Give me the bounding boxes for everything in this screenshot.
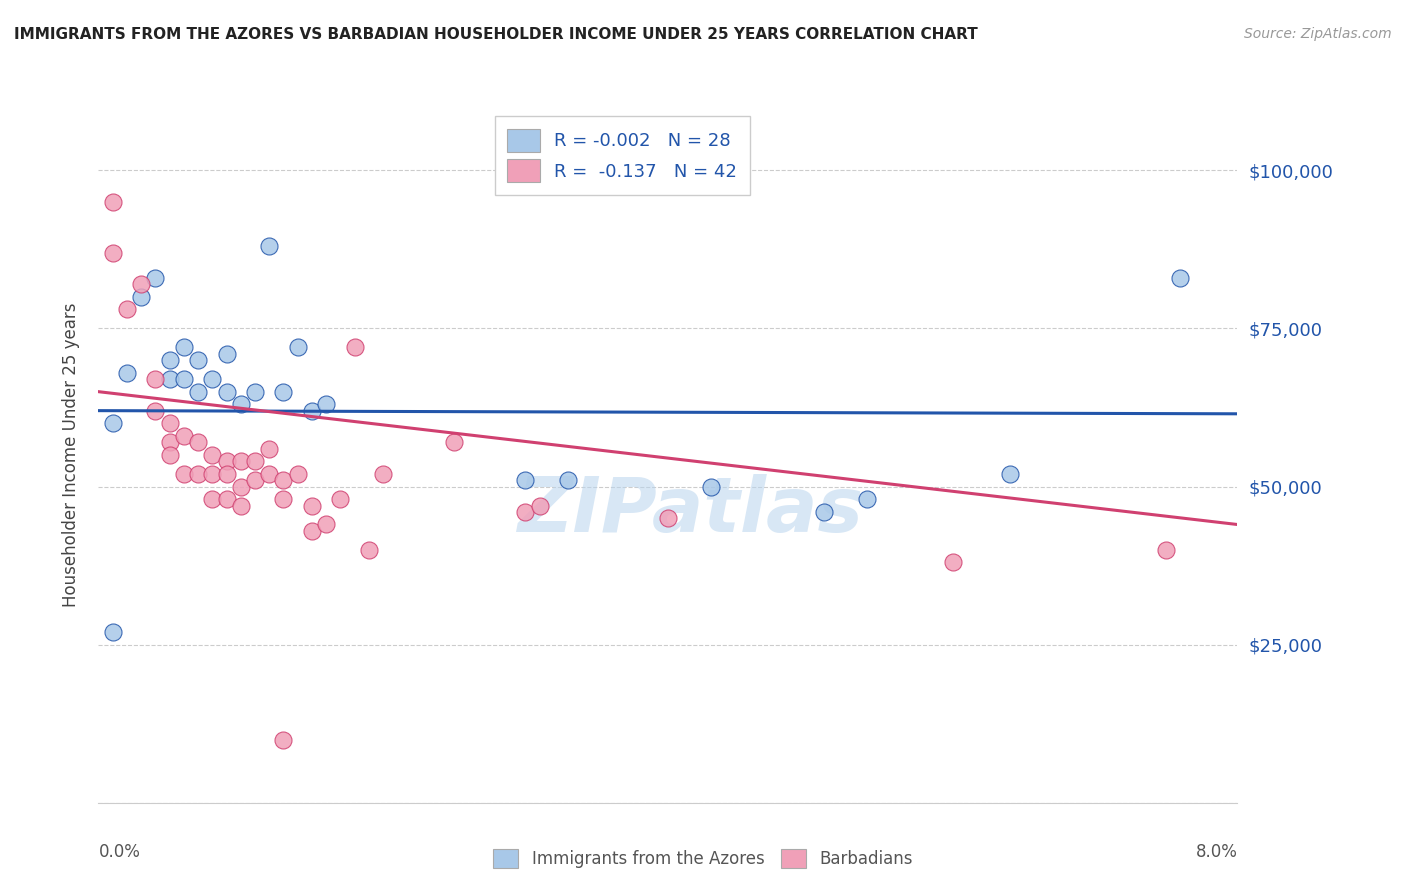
Point (315, 397, 337, 411)
Point (315, 517, 337, 532)
Point (145, 372, 167, 386)
Point (229, 479, 252, 493)
Point (101, 625, 124, 640)
Point (273, 384, 295, 399)
Point (301, 524, 323, 538)
Point (201, 467, 224, 481)
Point (371, 467, 394, 481)
Point (529, 499, 551, 513)
Point (215, 454, 238, 468)
Point (159, 372, 181, 386)
Point (101, 194, 124, 209)
Point (998, 467, 1021, 481)
Point (201, 448, 224, 462)
Point (259, 467, 281, 481)
Point (699, 479, 721, 493)
Point (1154, 542, 1177, 557)
Point (301, 499, 323, 513)
Point (187, 353, 209, 368)
Text: ZIPatlas: ZIPatlas (517, 474, 863, 548)
Point (287, 467, 309, 481)
Point (187, 467, 209, 481)
Point (201, 372, 224, 386)
Point (229, 397, 252, 411)
Legend: Immigrants from the Azores, Barbadians: Immigrants from the Azores, Barbadians (486, 843, 920, 875)
Point (145, 270, 167, 285)
Point (115, 302, 138, 317)
Point (215, 467, 238, 481)
Point (301, 403, 323, 417)
Point (273, 473, 295, 487)
Point (515, 473, 537, 487)
Point (173, 467, 195, 481)
Point (357, 542, 380, 557)
Point (287, 340, 309, 354)
Point (129, 277, 152, 292)
Point (129, 290, 152, 304)
Point (101, 417, 124, 431)
Point (942, 556, 965, 570)
Point (259, 442, 281, 456)
Point (173, 372, 195, 386)
Text: 0.0%: 0.0% (98, 843, 141, 861)
Point (1170, 270, 1192, 285)
Point (187, 384, 209, 399)
Point (159, 435, 181, 450)
Point (229, 499, 252, 513)
Point (273, 492, 295, 507)
Y-axis label: Householder Income Under 25 years: Householder Income Under 25 years (62, 302, 80, 607)
Point (557, 473, 579, 487)
Point (243, 473, 266, 487)
Point (159, 353, 181, 368)
Text: Source: ZipAtlas.com: Source: ZipAtlas.com (1244, 27, 1392, 41)
Point (329, 492, 352, 507)
Point (259, 239, 281, 253)
Point (515, 505, 537, 519)
Point (273, 732, 295, 747)
Point (187, 435, 209, 450)
Point (443, 435, 465, 450)
Point (657, 511, 679, 525)
Point (101, 245, 124, 260)
Point (201, 492, 224, 507)
Point (159, 417, 181, 431)
Point (343, 340, 366, 354)
Point (215, 347, 238, 361)
Point (173, 429, 195, 443)
Point (229, 454, 252, 468)
Point (813, 505, 835, 519)
Text: 8.0%: 8.0% (1195, 843, 1237, 861)
Point (856, 492, 879, 507)
Point (243, 454, 266, 468)
Point (159, 448, 181, 462)
Point (215, 492, 238, 507)
Text: IMMIGRANTS FROM THE AZORES VS BARBADIAN HOUSEHOLDER INCOME UNDER 25 YEARS CORREL: IMMIGRANTS FROM THE AZORES VS BARBADIAN … (14, 27, 977, 42)
Point (243, 384, 266, 399)
Legend: R = -0.002   N = 28, R =  -0.137   N = 42: R = -0.002 N = 28, R = -0.137 N = 42 (495, 116, 749, 195)
Point (115, 366, 138, 380)
Point (215, 384, 238, 399)
Point (145, 403, 167, 417)
Point (173, 340, 195, 354)
